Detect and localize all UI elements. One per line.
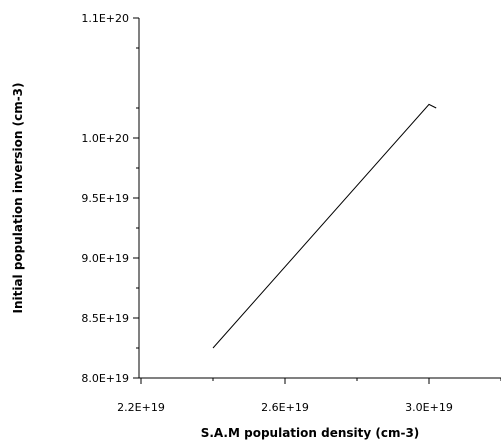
y-axis-ticks: 8.0E+19 8.5E+19 9.0E+19 9.5E+19 1.0E+20 1.1E+… [81, 12, 139, 385]
series-line [212, 103, 437, 349]
chart-axes [138, 18, 501, 379]
x-axis-ticks: 2.2E+19 2.6E+19 3.0E+19 [117, 378, 501, 414]
x-tick-label: 2.6E+19 [261, 401, 309, 414]
data-series [212, 103, 437, 349]
y-tick-label: 1.1E+20 [81, 12, 129, 25]
y-tick-label: 9.5E+19 [81, 192, 129, 205]
x-axis-title: S.A.M population density (cm-3) [201, 426, 420, 440]
y-tick-label: 1.0E+20 [81, 132, 129, 145]
y-tick-label: 8.5E+19 [81, 312, 129, 325]
y-tick-label: 9.0E+19 [81, 252, 129, 265]
y-axis-title: Initial population inversion (cm-3) [11, 82, 25, 313]
x-tick-label: 2.2E+19 [117, 401, 165, 414]
x-tick-label: 3.0E+19 [405, 401, 453, 414]
y-tick-label: 8.0E+19 [81, 372, 129, 385]
